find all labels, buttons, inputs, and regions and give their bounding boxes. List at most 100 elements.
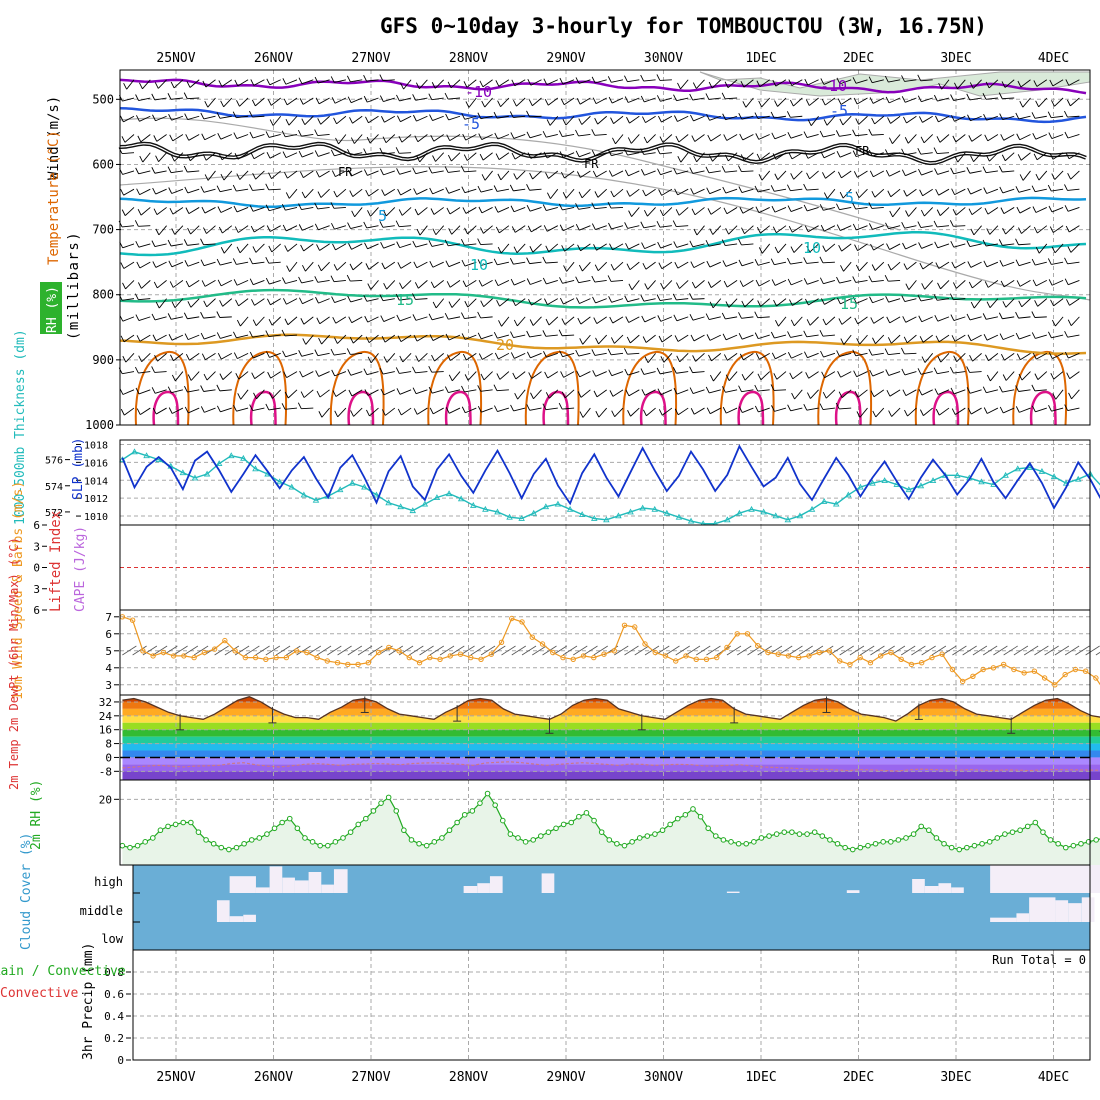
wind-barb xyxy=(791,152,803,160)
wind-barb-feather xyxy=(380,168,384,176)
wind-barb-feather xyxy=(480,227,484,234)
wind-barb xyxy=(271,170,281,180)
wind-barb xyxy=(938,261,950,269)
thickness-marker xyxy=(724,516,731,523)
wind-barb-feather xyxy=(464,227,468,235)
wind-barb xyxy=(793,316,803,327)
wind-barb-feather xyxy=(558,329,563,336)
wind-barb-feather xyxy=(901,96,906,103)
wind-barb xyxy=(496,389,509,392)
wind-barb xyxy=(694,134,705,142)
wind-barb-feather xyxy=(448,228,453,235)
wind-barb-feather xyxy=(364,315,369,323)
wind-barb xyxy=(677,115,689,122)
wind-barb-feather xyxy=(120,408,125,416)
wind-barb xyxy=(842,115,852,126)
wind-barb-feather xyxy=(250,152,255,159)
wind-barb-feather xyxy=(870,390,875,397)
wind-barb-feather xyxy=(905,283,910,290)
wind-barb-feather xyxy=(136,408,141,415)
wind-barb xyxy=(676,225,689,227)
wind-barb-feather xyxy=(152,261,157,268)
wind-barb-feather xyxy=(722,406,727,414)
wind-barb-feather xyxy=(738,385,742,392)
wind-barb-feather xyxy=(1051,319,1056,327)
wind-barb-feather xyxy=(346,75,351,83)
date-label-bottom: 1DEC xyxy=(745,1070,776,1085)
wind-barb-feather xyxy=(137,282,142,289)
wind-barb-feather xyxy=(591,150,596,157)
wind-barb xyxy=(465,407,477,414)
rh2m-marker xyxy=(340,835,346,841)
wind-barb-feather xyxy=(249,278,254,285)
wind-barb-feather xyxy=(575,223,580,231)
wind-barb-feather xyxy=(123,83,128,90)
wind-barb-feather xyxy=(396,314,401,322)
wind-barb-feather xyxy=(836,77,841,85)
wind-barb-feather xyxy=(381,409,386,416)
wind10-marker xyxy=(796,654,802,661)
thickness-marker xyxy=(385,499,392,506)
wind-barb-feather xyxy=(185,354,190,361)
wind-barb-feather xyxy=(445,333,450,341)
rh2m-marker xyxy=(1062,844,1069,851)
wind-barb-feather xyxy=(333,117,337,125)
thickness-marker xyxy=(578,511,586,517)
thickness-marker xyxy=(603,516,610,523)
wind-barb-feather xyxy=(1016,133,1021,140)
wind-barb-feather xyxy=(672,293,677,301)
wind-barb xyxy=(483,225,493,234)
wind-barb xyxy=(924,353,934,363)
rh2m-marker xyxy=(393,808,400,814)
wind-barb xyxy=(627,152,640,156)
wind-barb xyxy=(937,298,950,301)
wind-barb xyxy=(823,207,836,211)
wind-barb xyxy=(823,134,835,138)
wind10-barb xyxy=(931,645,947,656)
wind-barb xyxy=(448,188,461,194)
wind-barb-feather xyxy=(1064,404,1069,411)
wind-barb-feather xyxy=(954,82,958,90)
wind-barb xyxy=(629,115,640,124)
wind-barb-feather xyxy=(836,350,841,357)
wind-barb-feather xyxy=(416,228,421,236)
wind-barb-feather xyxy=(917,221,922,228)
rh2m-marker xyxy=(606,837,613,843)
wind-barb-feather xyxy=(722,333,727,341)
wind-barb xyxy=(334,298,347,303)
wind-barb-feather xyxy=(397,115,401,122)
wind-barb xyxy=(254,298,265,306)
wind-barb-feather xyxy=(608,222,612,230)
wind-barb xyxy=(937,371,950,375)
wind-barb xyxy=(807,152,819,159)
precip-tick: 0.4 xyxy=(104,1010,124,1023)
rh-contour-60 xyxy=(329,350,385,426)
wind-barb xyxy=(484,170,493,181)
wind-barb-feather xyxy=(578,118,583,125)
wind-barb-feather xyxy=(919,409,924,416)
wind-barb xyxy=(826,115,836,126)
wind-barb-feather xyxy=(444,239,449,246)
wind-barb xyxy=(501,316,510,327)
wind-barb-feather xyxy=(510,331,514,338)
wind-barb xyxy=(464,316,477,319)
wind-barb xyxy=(629,261,640,271)
wind-barb xyxy=(659,152,672,155)
wind-barb xyxy=(741,170,754,173)
wind-barb xyxy=(628,243,640,250)
wind-barb xyxy=(611,298,624,303)
wind-barb-feather xyxy=(868,275,873,283)
wind-barb xyxy=(791,352,803,359)
wind-barb-feather xyxy=(413,188,418,195)
wind-barb-feather xyxy=(903,190,908,197)
wind-barb-feather xyxy=(608,170,613,177)
wind-barb-feather xyxy=(298,203,302,210)
wind-barb xyxy=(855,206,868,210)
wind-barb xyxy=(580,243,591,252)
temp-contour-p5 xyxy=(119,196,1087,209)
rh2m-marker xyxy=(827,837,833,843)
temp2m-tick: 32 xyxy=(99,696,112,709)
wind-barb xyxy=(156,280,167,289)
rh2m-marker xyxy=(659,827,666,834)
wind10-barb xyxy=(286,645,301,656)
